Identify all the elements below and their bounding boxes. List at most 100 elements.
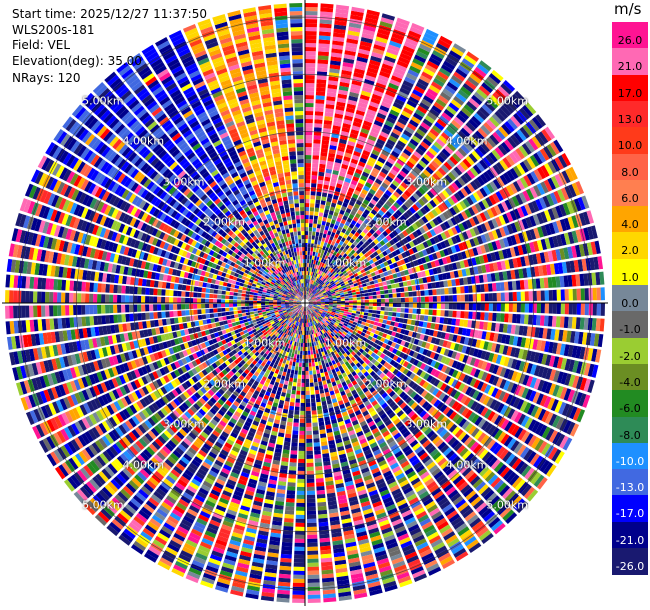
gate-cell (285, 397, 290, 402)
gate-cell (319, 280, 323, 285)
gate-cell (540, 303, 545, 314)
gate-cell (306, 291, 308, 296)
gate-cell (311, 175, 318, 180)
gate-cell (540, 165, 550, 178)
gate-cell (318, 525, 329, 531)
gate-cell (313, 353, 317, 359)
gate-cell (469, 167, 479, 177)
gate-cell (367, 313, 373, 317)
gate-cell (435, 170, 444, 179)
gate-cell (509, 167, 519, 180)
gate-cell (382, 97, 393, 105)
ray (308, 180, 585, 302)
gate-cell (305, 107, 314, 112)
gate-cell (359, 94, 370, 101)
gate-cell (360, 293, 365, 297)
gate-cell (349, 183, 356, 190)
gate-cell (338, 142, 346, 149)
gate-cell (540, 290, 545, 301)
gate-cell (449, 155, 459, 166)
gate-cell (360, 269, 366, 274)
gate-cell (348, 22, 362, 29)
gate-cell (374, 164, 382, 171)
gate-cell (411, 285, 417, 291)
gate-cell (350, 129, 360, 136)
gate-cell (461, 221, 469, 230)
gate-cell (404, 219, 412, 227)
gate-cell (281, 545, 293, 551)
gate-cell (345, 230, 351, 236)
gate-cell (476, 109, 488, 121)
gate-cell (370, 235, 376, 241)
gate-cell (318, 47, 330, 53)
gate-cell (399, 87, 411, 96)
gate-cell (429, 237, 436, 245)
gate-cell (379, 233, 386, 240)
gate-cell (384, 303, 389, 307)
gate-cell (314, 462, 323, 467)
gate-cell (360, 308, 365, 312)
gate-cell (347, 252, 353, 258)
gate-cell (320, 3, 334, 9)
gate-cell (441, 148, 451, 158)
gate-cell (496, 176, 505, 188)
gate-cell (553, 190, 562, 204)
gate-cell (310, 199, 315, 204)
gate-cell (340, 188, 347, 195)
gate-cell (357, 52, 369, 59)
gate-cell (395, 64, 407, 72)
gate-cell (436, 295, 441, 302)
ray (306, 35, 453, 300)
gate-cell (395, 187, 403, 196)
gate-cell (368, 63, 380, 71)
gate-cell (421, 249, 428, 257)
gate-cell (412, 192, 420, 201)
gate-cell (378, 108, 388, 116)
gate-cell (492, 164, 502, 175)
gate-cell (444, 295, 449, 302)
gate-cell (315, 288, 320, 292)
gate-cell (542, 195, 551, 208)
gate-cell (342, 247, 348, 253)
gate-cell (352, 176, 360, 182)
gate-cell (346, 235, 352, 242)
gate-cell (343, 272, 349, 277)
gate-cell (383, 315, 388, 320)
gate-cell (291, 353, 295, 358)
gate-cell (305, 247, 308, 252)
gate-cell (344, 152, 352, 159)
gate-cell (305, 183, 311, 188)
gate-cell (310, 267, 313, 272)
gate-cell (452, 287, 457, 294)
gate-cell (334, 113, 344, 119)
gate-cell (348, 297, 353, 301)
gate-cell (572, 288, 577, 301)
gate-cell (323, 120, 333, 125)
gate-cell (314, 454, 322, 459)
gate-cell (311, 289, 314, 293)
gate-cell (375, 82, 387, 90)
gate-cell (436, 242, 443, 251)
gate-cell (440, 241, 447, 249)
gate-cell (540, 181, 549, 194)
gate-cell (359, 215, 366, 222)
gate-cell (312, 285, 315, 290)
gate-cell (399, 318, 404, 323)
gate-cell (543, 179, 553, 192)
gate-cell (363, 275, 369, 280)
gate-cell (505, 211, 514, 223)
gate-cell (284, 437, 291, 443)
gate-cell (349, 91, 359, 98)
gate-cell (287, 368, 291, 374)
gate-cell (388, 232, 395, 239)
gate-cell (413, 112, 424, 121)
gate-cell (321, 267, 325, 272)
gate-cell (380, 101, 391, 109)
gate-cell (488, 293, 493, 302)
gate-cell (428, 303, 433, 309)
gate-cell (290, 393, 296, 399)
gate-cell (327, 84, 338, 90)
gate-cell (307, 526, 317, 531)
gate-cell (447, 279, 453, 287)
gate-cell (305, 175, 311, 180)
